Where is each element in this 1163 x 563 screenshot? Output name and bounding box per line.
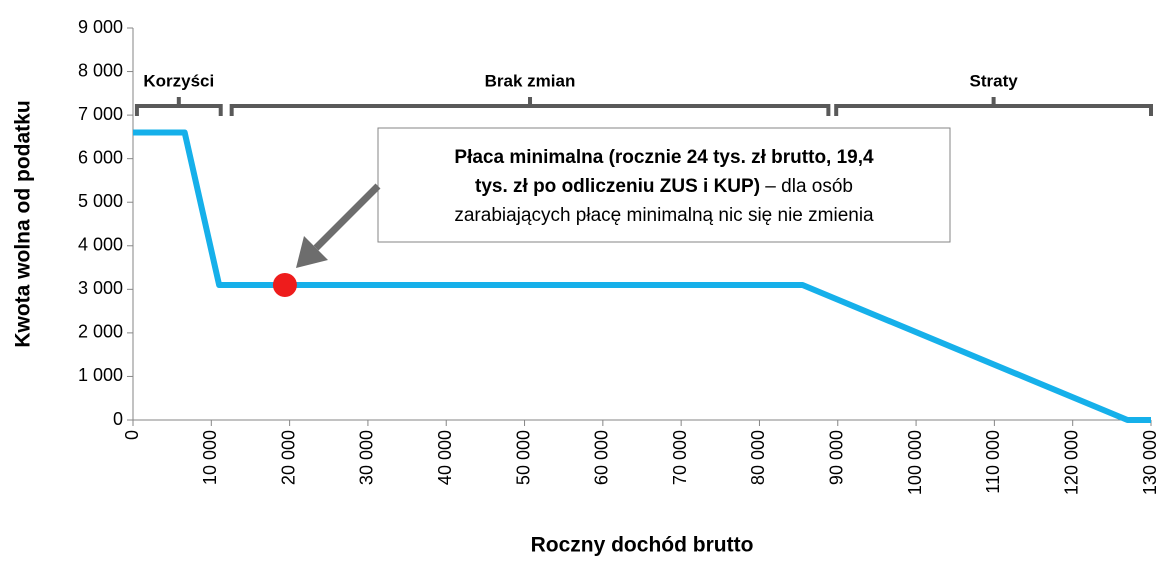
callout-box xyxy=(377,127,951,243)
x-axis-title: Roczny dochód brutto xyxy=(531,534,754,557)
callout-text: zarabiających płacę minimalną nic się ni… xyxy=(454,205,874,226)
y-tick-label: 1 000 xyxy=(78,365,123,385)
y-tick-label: 0 xyxy=(113,409,123,429)
y-tick-label: 9 000 xyxy=(78,17,123,37)
x-tick-label: 40 000 xyxy=(435,430,455,485)
x-tick-label: 90 000 xyxy=(827,430,847,485)
x-tick-label: 30 000 xyxy=(357,430,377,485)
x-tick-label: 10 000 xyxy=(200,430,220,485)
callout-text: tys. zł po odliczeniu ZUS i KUP) xyxy=(475,176,760,197)
y-tick-label: 6 000 xyxy=(78,147,123,167)
bracket-label: Brak zmian xyxy=(485,71,576,90)
callout-line: zarabiających płacę minimalną nic się ni… xyxy=(454,205,874,226)
bracket xyxy=(834,97,1153,116)
x-tick-label: 70 000 xyxy=(670,430,690,485)
callout-line: tys. zł po odliczeniu ZUS i KUP) – dla o… xyxy=(475,176,853,197)
y-tick-label: 8 000 xyxy=(78,60,123,80)
highlight-point xyxy=(272,272,297,297)
bracket xyxy=(134,97,223,116)
x-tick-label: 80 000 xyxy=(748,430,768,485)
y-axis-title: Kwota wolna od podatku xyxy=(12,100,35,347)
data-line xyxy=(133,129,1151,423)
y-tick-label: 4 000 xyxy=(78,235,123,255)
y-tick-label: 2 000 xyxy=(78,322,123,342)
x-tick-label: 110 000 xyxy=(983,430,1003,494)
callout-arrow-shaft xyxy=(313,183,381,251)
x-tick-label: 60 000 xyxy=(592,430,612,485)
bracket xyxy=(229,97,831,116)
x-tick-label: 130 000 xyxy=(1140,430,1160,495)
y-tick-label: 5 000 xyxy=(78,191,123,211)
y-tick-label: 7 000 xyxy=(78,104,123,124)
bracket-label: Straty xyxy=(970,71,1019,90)
callout-arrow-head xyxy=(296,236,328,268)
y-tick-label: 3 000 xyxy=(78,278,123,298)
x-tick-label: 0 xyxy=(122,430,142,440)
callout-text: – dla osób xyxy=(760,176,853,197)
x-tick-label: 50 000 xyxy=(513,430,533,485)
bracket-label: Korzyści xyxy=(143,71,214,90)
callout-line: Płaca minimalna (rocznie 24 tys. zł brut… xyxy=(454,147,874,168)
x-tick-label: 100 000 xyxy=(905,430,925,495)
x-tick-label: 20 000 xyxy=(278,430,298,485)
x-tick-label: 120 000 xyxy=(1061,430,1081,495)
callout-text: Płaca minimalna (rocznie 24 tys. zł brut… xyxy=(454,147,874,168)
